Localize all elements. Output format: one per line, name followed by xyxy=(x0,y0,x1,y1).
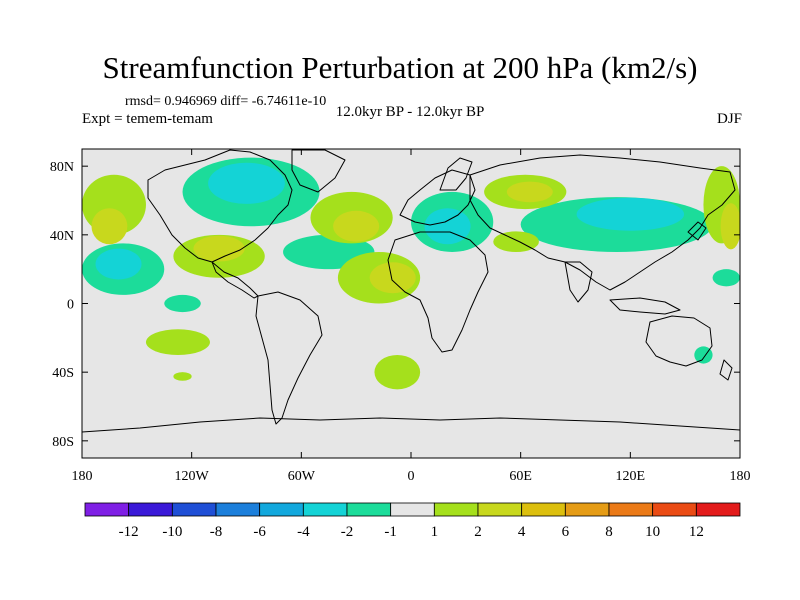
colorbar-swatch xyxy=(84,502,130,517)
colorbar-swatch xyxy=(302,502,348,517)
y-tick-label: 40S xyxy=(52,366,74,381)
colorbar-swatch xyxy=(608,502,654,517)
anomaly-core xyxy=(369,262,416,294)
period-label: 12.0kyr BP - 12.0kyr BP xyxy=(335,104,485,120)
colorbar-label: 10 xyxy=(645,524,660,540)
coastline xyxy=(255,291,323,425)
coastlines xyxy=(82,149,740,433)
anomaly-region xyxy=(374,355,421,390)
map-panel xyxy=(81,148,741,459)
anomaly-core xyxy=(208,162,285,204)
coastline xyxy=(564,261,593,303)
coastline xyxy=(82,417,740,433)
coastline xyxy=(645,315,713,367)
x-tick-label: 0 xyxy=(408,469,415,484)
coastline xyxy=(291,149,346,193)
coastline xyxy=(609,297,681,315)
y-tick-label: 40N xyxy=(50,229,74,244)
anomaly-region xyxy=(493,231,539,252)
colorbar-label: -8 xyxy=(210,524,223,540)
colorbar-label: -2 xyxy=(341,524,354,540)
colorbar-label: 6 xyxy=(562,524,570,540)
colorbar-swatch xyxy=(564,502,610,517)
colorbar-swatch xyxy=(477,502,523,517)
y-tick-label: 0 xyxy=(67,298,74,313)
colorbar-label: 4 xyxy=(518,524,526,540)
chart-title: Streamfunction Perturbation at 200 hPa (… xyxy=(102,50,698,85)
colorbar-swatch xyxy=(521,502,566,517)
coastline xyxy=(439,157,473,191)
anomaly-core xyxy=(424,208,471,245)
colorbar-swatch xyxy=(215,502,261,517)
anomaly-core xyxy=(193,235,245,262)
colorbar-swatch xyxy=(171,502,217,517)
anomaly-core xyxy=(333,210,380,242)
season-label: DJF xyxy=(716,111,742,127)
colorbar: -12 -10 -8 -6 -4 -2 -1 1 2 4 6 8 10 12 xyxy=(84,502,741,540)
coastline xyxy=(147,149,293,263)
anomaly-region xyxy=(164,294,201,313)
anomaly-region xyxy=(145,329,210,355)
y-axis: 80N 40N 0 40S 80S xyxy=(50,160,740,450)
colorbar-label: 12 xyxy=(689,524,704,540)
colorbar-swatch xyxy=(390,502,435,517)
x-tick-label: 120W xyxy=(175,469,210,484)
coastline xyxy=(719,359,733,381)
x-tick-label: 60E xyxy=(509,469,532,484)
coastline xyxy=(387,231,489,353)
y-tick-label: 80N xyxy=(50,160,74,175)
x-tick-label: 120E xyxy=(616,469,646,484)
anomaly-field xyxy=(82,157,740,390)
anomaly-core xyxy=(720,203,740,250)
anomaly-core xyxy=(576,197,685,231)
colorbar-swatch xyxy=(433,502,479,517)
colorbar-label: -12 xyxy=(119,524,139,540)
anomaly-core xyxy=(91,208,128,245)
colorbar-label: -10 xyxy=(162,524,182,540)
y-tick-label: 80S xyxy=(52,435,74,450)
coastline xyxy=(687,221,707,241)
colorbar-label: -4 xyxy=(297,524,310,540)
colorbar-label: -6 xyxy=(253,524,266,540)
colorbar-swatch xyxy=(652,502,697,517)
anomaly-core xyxy=(506,181,553,203)
colorbar-label: 8 xyxy=(605,524,613,540)
experiment-label: Expt = temem-temam xyxy=(82,111,213,127)
colorbar-swatch xyxy=(259,502,304,517)
colorbar-swatch xyxy=(346,502,392,517)
colorbar-label: -1 xyxy=(384,524,397,540)
x-axis: 180 120W 60W 0 60E 120E 180 xyxy=(72,149,751,484)
anomaly-region xyxy=(694,346,713,364)
colorbar-label: 1 xyxy=(431,524,439,540)
coastline xyxy=(211,261,259,299)
colorbar-label: 2 xyxy=(474,524,482,540)
coastline xyxy=(399,169,476,226)
anomaly-region xyxy=(712,269,740,287)
anomaly-core xyxy=(95,248,142,280)
coastline xyxy=(469,154,736,291)
colorbar-swatch xyxy=(128,502,173,517)
x-tick-label: 60W xyxy=(288,469,316,484)
anomaly-region xyxy=(173,372,192,381)
x-tick-label: 180 xyxy=(730,469,751,484)
colorbar-swatch xyxy=(695,502,741,517)
x-tick-label: 180 xyxy=(72,469,93,484)
stats-line: rmsd= 0.946969 diff= -6.74611e-10 xyxy=(125,94,327,109)
